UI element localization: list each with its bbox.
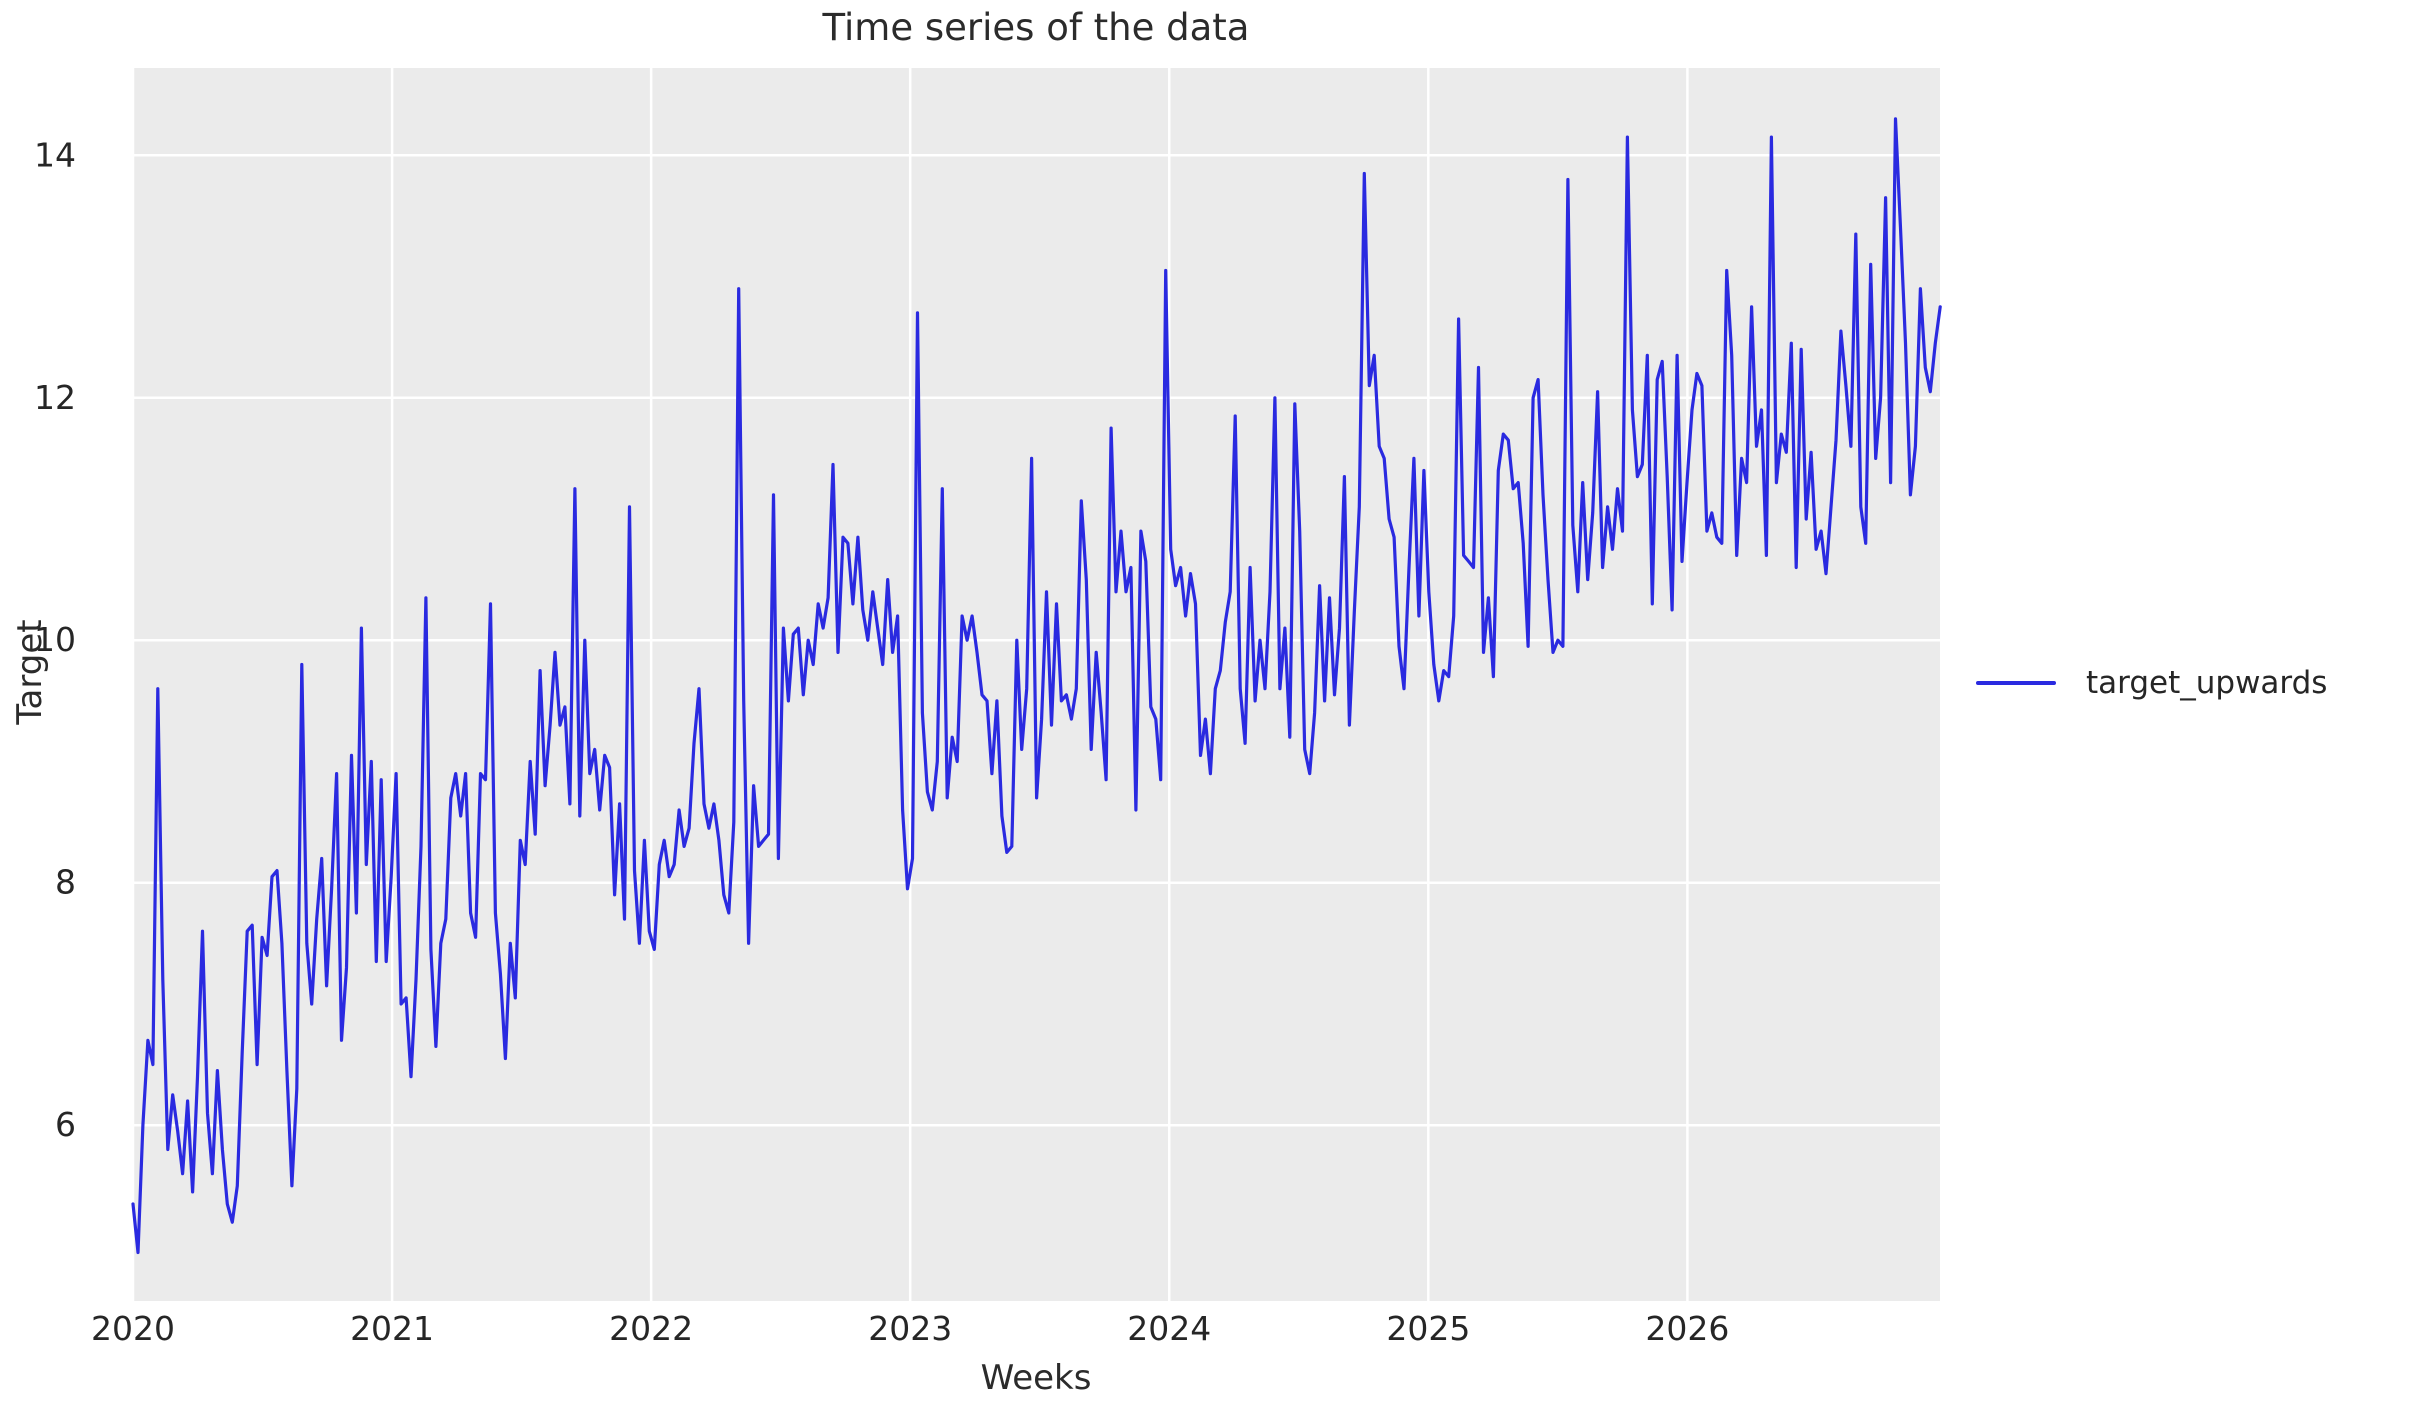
x-tick-label: 2025: [1386, 1309, 1470, 1348]
x-tick-label: 2022: [609, 1309, 693, 1348]
x-tick-label: 2024: [1127, 1309, 1211, 1348]
y-tick-label: 10: [34, 620, 76, 659]
x-tick-label: 2021: [350, 1309, 434, 1348]
y-tick-label: 8: [55, 863, 76, 902]
y-tick-label: 12: [34, 378, 76, 417]
series-line-target_upwards: [131, 117, 1942, 1255]
y-tick-label: 14: [34, 135, 76, 174]
x-tick-label: 2023: [868, 1309, 952, 1348]
y-tick-label: 6: [55, 1105, 76, 1144]
x-axis-label: Weeks: [980, 1358, 1092, 1398]
y-axis-label: Target: [10, 619, 50, 725]
legend-label: target_upwards: [2086, 665, 2328, 701]
x-tick-label: 2020: [91, 1309, 175, 1348]
x-tick-label: 2026: [1645, 1309, 1729, 1348]
legend: target_upwards: [1976, 665, 2327, 701]
chart-title: Time series of the data: [822, 6, 1250, 49]
legend-line-sample: [1976, 681, 2056, 685]
